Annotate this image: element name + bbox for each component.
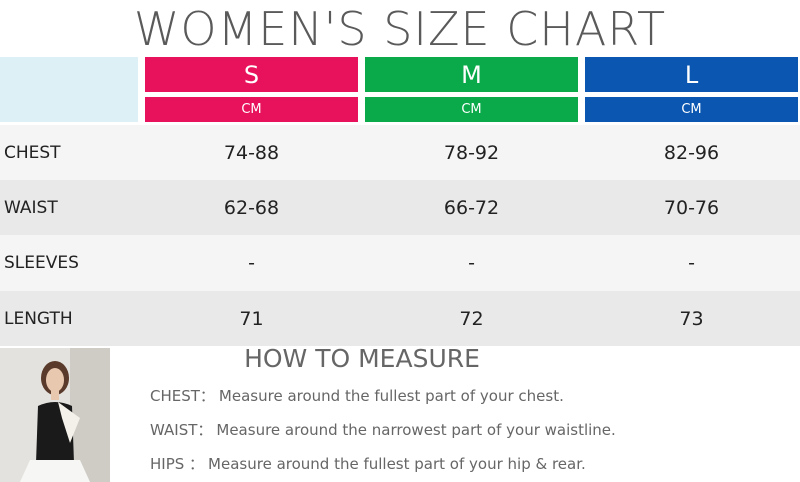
size-header: L xyxy=(585,57,798,92)
measure-label: CHEST： xyxy=(150,387,215,405)
size-value: 62-68 xyxy=(223,196,280,219)
row-background xyxy=(0,125,800,180)
measure-label: WAIST： xyxy=(150,421,213,439)
measure-text: Measure around the fullest part of your … xyxy=(218,387,564,405)
row-label: WAIST xyxy=(4,197,58,218)
unit-header: CM xyxy=(585,97,798,122)
size-value: 71 xyxy=(239,307,264,330)
unit-header: CM xyxy=(145,97,358,122)
size-header: S xyxy=(145,57,358,92)
measure-label: HIPS ： xyxy=(150,455,205,473)
measure-text: Measure around the fullest part of your … xyxy=(208,455,586,473)
size-value: 70-76 xyxy=(663,196,720,219)
size-header: M xyxy=(365,57,578,92)
header-corner xyxy=(0,57,138,122)
measure-item: WAIST： Measure around the narrowest part … xyxy=(150,419,616,440)
row-background xyxy=(0,235,800,291)
size-value: - xyxy=(468,252,475,274)
row-background xyxy=(0,180,800,235)
page-title: WOMEN'S SIZE CHART xyxy=(133,2,667,56)
size-value: 73 xyxy=(679,307,704,330)
size-value: - xyxy=(688,252,695,274)
size-value: 82-96 xyxy=(663,141,720,164)
size-value: 74-88 xyxy=(223,141,280,164)
model-photo xyxy=(0,348,110,482)
size-value: 66-72 xyxy=(443,196,500,219)
measure-item: CHEST： Measure around the fullest part of… xyxy=(150,385,564,406)
row-label: LENGTH xyxy=(4,308,73,329)
size-value: 72 xyxy=(459,307,484,330)
row-label: SLEEVES xyxy=(4,253,79,273)
size-value: - xyxy=(248,252,255,274)
size-value: 78-92 xyxy=(443,141,500,164)
unit-header: CM xyxy=(365,97,578,122)
row-background xyxy=(0,291,800,346)
measure-title: HOW TO MEASURE xyxy=(244,344,480,373)
measure-text: Measure around the narrowest part of you… xyxy=(216,421,616,439)
row-label: CHEST xyxy=(4,142,61,163)
measure-item: HIPS ： Measure around the fullest part of… xyxy=(150,453,586,474)
